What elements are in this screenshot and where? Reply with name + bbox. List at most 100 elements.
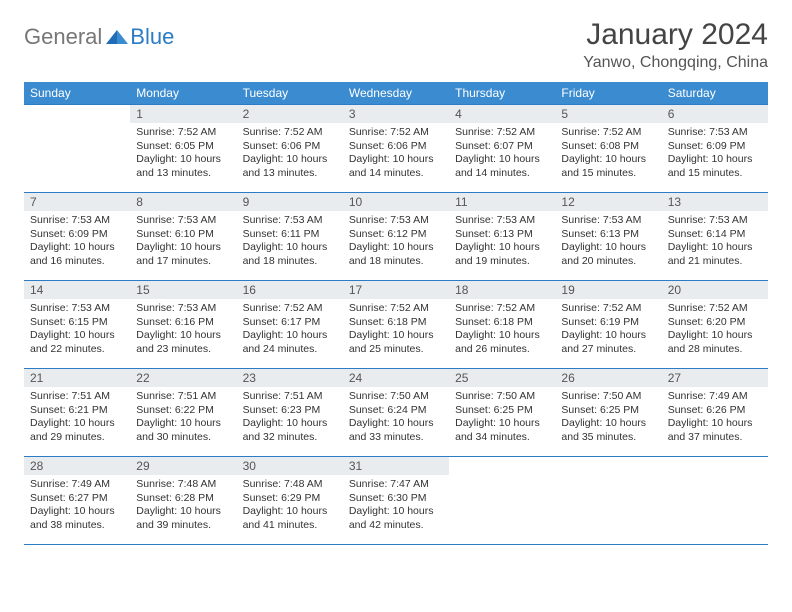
day-number: 15 [130, 281, 236, 299]
daylight-label: Daylight: [349, 153, 390, 165]
sunset-line: Sunset: 6:17 PM [243, 316, 337, 330]
daylight-label: Daylight: [243, 241, 284, 253]
daylight-label: Daylight: [561, 417, 602, 429]
sunrise-value: 7:53 AM [709, 214, 748, 226]
sunrise-line: Sunrise: 7:51 AM [30, 390, 124, 404]
sunset-value: 6:20 PM [706, 316, 745, 328]
sunrise-line: Sunrise: 7:53 AM [349, 214, 443, 228]
empty-cell: .. [24, 105, 130, 193]
daylight-line: Daylight: 10 hours and 16 minutes. [30, 241, 124, 268]
sunrise-value: 7:52 AM [497, 302, 536, 314]
day-cell: 20Sunrise: 7:52 AMSunset: 6:20 PMDayligh… [662, 281, 768, 369]
sunrise-label: Sunrise: [30, 302, 69, 314]
sunset-line: Sunset: 6:09 PM [668, 140, 762, 154]
sunset-line: Sunset: 6:06 PM [349, 140, 443, 154]
day-number: 10 [343, 193, 449, 211]
sunset-label: Sunset: [561, 228, 597, 240]
day-cell: 19Sunrise: 7:52 AMSunset: 6:19 PMDayligh… [555, 281, 661, 369]
daylight-line: Daylight: 10 hours and 41 minutes. [243, 505, 337, 532]
sunrise-value: 7:50 AM [603, 390, 642, 402]
sunset-label: Sunset: [136, 228, 172, 240]
day-cell: 6Sunrise: 7:53 AMSunset: 6:09 PMDaylight… [662, 105, 768, 193]
daylight-line: Daylight: 10 hours and 21 minutes. [668, 241, 762, 268]
weekday-header: Wednesday [343, 82, 449, 105]
day-body: Sunrise: 7:47 AMSunset: 6:30 PMDaylight:… [343, 475, 449, 538]
sunset-line: Sunset: 6:20 PM [668, 316, 762, 330]
sunrise-label: Sunrise: [561, 214, 600, 226]
sunset-label: Sunset: [243, 140, 279, 152]
sunset-value: 6:13 PM [494, 228, 533, 240]
sunrise-label: Sunrise: [668, 302, 707, 314]
daylight-label: Daylight: [455, 153, 496, 165]
sunset-label: Sunset: [455, 316, 491, 328]
sunrise-line: Sunrise: 7:49 AM [30, 478, 124, 492]
day-number: 13 [662, 193, 768, 211]
daylight-line: Daylight: 10 hours and 19 minutes. [455, 241, 549, 268]
day-number: 22 [130, 369, 236, 387]
sunrise-line: Sunrise: 7:53 AM [455, 214, 549, 228]
sunrise-label: Sunrise: [136, 302, 175, 314]
sunrise-label: Sunrise: [243, 478, 282, 490]
day-number: 11 [449, 193, 555, 211]
sunrise-value: 7:52 AM [603, 126, 642, 138]
day-cell: 4Sunrise: 7:52 AMSunset: 6:07 PMDaylight… [449, 105, 555, 193]
day-number: 29 [130, 457, 236, 475]
day-number: 21 [24, 369, 130, 387]
day-body: Sunrise: 7:53 AMSunset: 6:16 PMDaylight:… [130, 299, 236, 362]
sunset-value: 6:28 PM [175, 492, 214, 504]
sunset-value: 6:08 PM [600, 140, 639, 152]
sunset-value: 6:27 PM [69, 492, 108, 504]
sunrise-line: Sunrise: 7:50 AM [561, 390, 655, 404]
weekday-header: Tuesday [237, 82, 343, 105]
day-body: Sunrise: 7:52 AMSunset: 6:18 PMDaylight:… [343, 299, 449, 362]
day-number: 30 [237, 457, 343, 475]
sunset-line: Sunset: 6:18 PM [455, 316, 549, 330]
day-number: 4 [449, 105, 555, 123]
daylight-label: Daylight: [136, 153, 177, 165]
sunrise-value: 7:53 AM [178, 214, 217, 226]
day-cell: 18Sunrise: 7:52 AMSunset: 6:18 PMDayligh… [449, 281, 555, 369]
sunrise-value: 7:49 AM [71, 478, 110, 490]
sunrise-label: Sunrise: [561, 390, 600, 402]
sunrise-value: 7:52 AM [390, 126, 429, 138]
header: General Blue January 2024 Yanwo, Chongqi… [24, 18, 768, 72]
empty-cell: .. [662, 457, 768, 545]
day-number: 26 [555, 369, 661, 387]
day-cell: 9Sunrise: 7:53 AMSunset: 6:11 PMDaylight… [237, 193, 343, 281]
sunset-label: Sunset: [561, 140, 597, 152]
day-number: 2 [237, 105, 343, 123]
week-row: 14Sunrise: 7:53 AMSunset: 6:15 PMDayligh… [24, 281, 768, 369]
sunrise-label: Sunrise: [243, 126, 282, 138]
daylight-line: Daylight: 10 hours and 30 minutes. [136, 417, 230, 444]
day-cell: 14Sunrise: 7:53 AMSunset: 6:15 PMDayligh… [24, 281, 130, 369]
sunset-value: 6:25 PM [494, 404, 533, 416]
sunrise-label: Sunrise: [668, 214, 707, 226]
sunrise-line: Sunrise: 7:52 AM [455, 302, 549, 316]
day-cell: 23Sunrise: 7:51 AMSunset: 6:23 PMDayligh… [237, 369, 343, 457]
daylight-label: Daylight: [349, 241, 390, 253]
sunset-line: Sunset: 6:21 PM [30, 404, 124, 418]
sunrise-line: Sunrise: 7:52 AM [455, 126, 549, 140]
sunset-line: Sunset: 6:09 PM [30, 228, 124, 242]
daylight-label: Daylight: [30, 417, 71, 429]
sunrise-line: Sunrise: 7:50 AM [349, 390, 443, 404]
sunrise-line: Sunrise: 7:53 AM [668, 126, 762, 140]
sunset-value: 6:10 PM [175, 228, 214, 240]
daylight-label: Daylight: [561, 241, 602, 253]
day-body: Sunrise: 7:51 AMSunset: 6:23 PMDaylight:… [237, 387, 343, 450]
sunrise-label: Sunrise: [668, 390, 707, 402]
daylight-label: Daylight: [455, 241, 496, 253]
sunrise-label: Sunrise: [561, 302, 600, 314]
daylight-line: Daylight: 10 hours and 18 minutes. [349, 241, 443, 268]
sunset-label: Sunset: [136, 404, 172, 416]
day-cell: 22Sunrise: 7:51 AMSunset: 6:22 PMDayligh… [130, 369, 236, 457]
week-row: 21Sunrise: 7:51 AMSunset: 6:21 PMDayligh… [24, 369, 768, 457]
sunset-label: Sunset: [349, 316, 385, 328]
sunrise-value: 7:50 AM [497, 390, 536, 402]
day-cell: 2Sunrise: 7:52 AMSunset: 6:06 PMDaylight… [237, 105, 343, 193]
sunset-line: Sunset: 6:23 PM [243, 404, 337, 418]
day-number: 3 [343, 105, 449, 123]
sunrise-value: 7:52 AM [390, 302, 429, 314]
sunset-line: Sunset: 6:29 PM [243, 492, 337, 506]
day-body: Sunrise: 7:48 AMSunset: 6:29 PMDaylight:… [237, 475, 343, 538]
